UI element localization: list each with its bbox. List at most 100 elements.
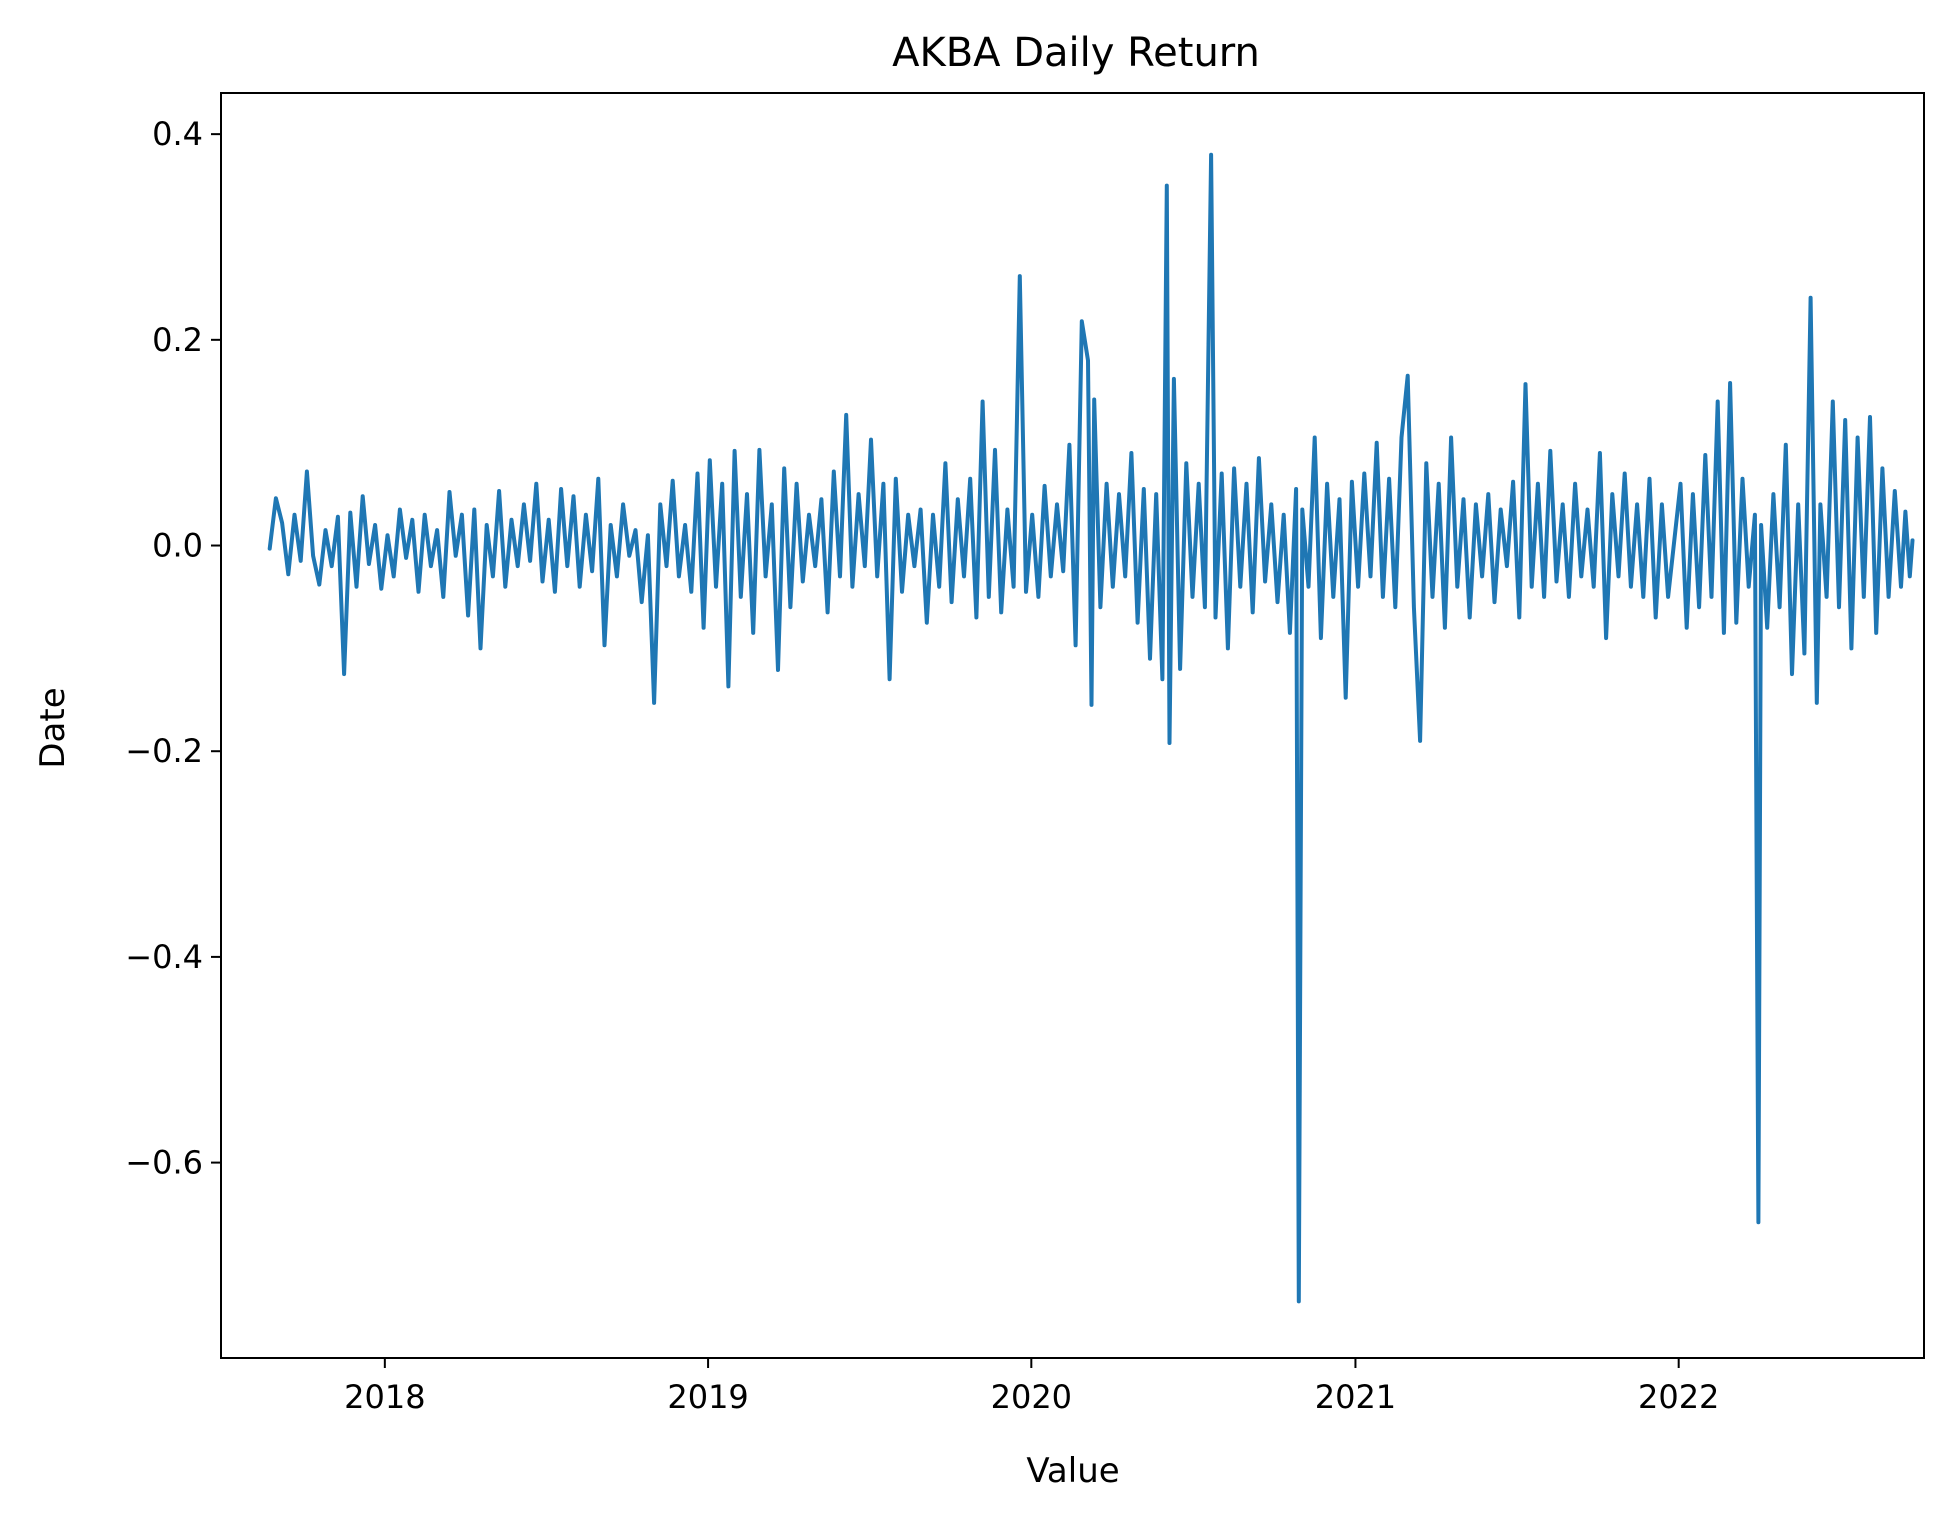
data-point (634, 528, 637, 532)
data-point (398, 508, 402, 511)
data-point (460, 513, 464, 517)
data-point (1276, 600, 1279, 604)
data-point (1136, 621, 1140, 625)
data-point (1703, 453, 1707, 457)
data-point (993, 448, 997, 452)
data-point (956, 497, 960, 501)
data-point (677, 574, 681, 578)
data-point (1815, 701, 1819, 705)
data-point (658, 502, 662, 506)
x-tick-label: 2020 (991, 1378, 1072, 1416)
data-point (1209, 153, 1213, 157)
data-point (1747, 585, 1751, 589)
data-point (1734, 621, 1738, 625)
data-point (857, 492, 861, 496)
data-point (423, 513, 427, 517)
data-point (795, 482, 799, 486)
data-point (336, 515, 340, 519)
data-point (1080, 319, 1084, 323)
data-point (943, 461, 947, 465)
data-point (1517, 616, 1521, 619)
data-point (1548, 449, 1552, 453)
data-point (826, 610, 830, 614)
data-point (1418, 739, 1422, 743)
data-point (881, 482, 885, 486)
data-point (1868, 415, 1872, 419)
data-point (286, 572, 290, 576)
y-tick-label: −0.6 (125, 1144, 203, 1182)
data-point (665, 564, 668, 568)
data-point (1129, 451, 1133, 455)
data-point (1338, 497, 1341, 501)
data-point (1356, 585, 1360, 589)
data-point (373, 523, 377, 527)
data-point (1685, 626, 1689, 630)
data-point (386, 533, 389, 537)
data-point (1049, 574, 1053, 578)
data-point (342, 672, 346, 676)
data-point (1641, 595, 1645, 599)
data-point (1856, 436, 1860, 439)
data-point (466, 614, 470, 617)
data-point (1203, 605, 1207, 609)
data-point (937, 585, 941, 589)
data-point (1831, 400, 1835, 403)
data-point (962, 574, 966, 578)
data-point (293, 513, 296, 517)
data-point (1586, 508, 1589, 511)
data-point (472, 508, 476, 511)
data-point (1319, 636, 1323, 640)
data-point (912, 564, 916, 568)
data-point (813, 564, 817, 568)
data-point (1579, 574, 1583, 578)
data-point (1117, 492, 1121, 496)
data-point (1530, 585, 1534, 589)
data-point (1617, 574, 1620, 578)
data-point (1880, 466, 1884, 470)
data-point (1818, 502, 1822, 506)
data-point (1191, 595, 1194, 599)
data-point (572, 494, 575, 498)
data-point (1771, 492, 1775, 496)
data-point (1759, 523, 1763, 527)
x-axis: 2018 2019 2020 2021 2022 (344, 1358, 1719, 1416)
data-point (522, 502, 526, 506)
data-point (280, 521, 284, 525)
y-tick-label: −0.2 (125, 732, 203, 770)
data-point (448, 490, 451, 494)
data-point (1874, 631, 1878, 635)
data-point (404, 556, 408, 560)
data-point (1178, 667, 1182, 671)
data-point (1542, 595, 1546, 599)
data-point (578, 585, 582, 589)
data-point (1288, 631, 1292, 635)
data-point (1893, 489, 1897, 493)
data-point (968, 477, 972, 481)
data-point (553, 590, 557, 594)
data-point (875, 574, 879, 578)
y-tick-label: 0.4 (152, 115, 203, 153)
data-point (1443, 626, 1447, 630)
data-point (584, 513, 588, 517)
data-point (541, 580, 544, 583)
data-point (776, 668, 780, 672)
data-point (1524, 382, 1527, 386)
data-point (1282, 513, 1286, 517)
data-point (454, 554, 458, 558)
data-point (1061, 569, 1065, 573)
data-point (832, 470, 836, 473)
data-point (1561, 502, 1565, 506)
data-point (640, 600, 644, 604)
plot-frame (220, 92, 1925, 1359)
data-point (1257, 456, 1261, 460)
data-point (1849, 646, 1853, 650)
data-point (1381, 595, 1385, 599)
data-point (1238, 585, 1242, 589)
data-point (683, 523, 687, 527)
data-point (739, 595, 743, 599)
data-point (1911, 538, 1914, 542)
data-point (981, 400, 985, 403)
data-point (689, 590, 693, 594)
data-point (1908, 574, 1912, 578)
